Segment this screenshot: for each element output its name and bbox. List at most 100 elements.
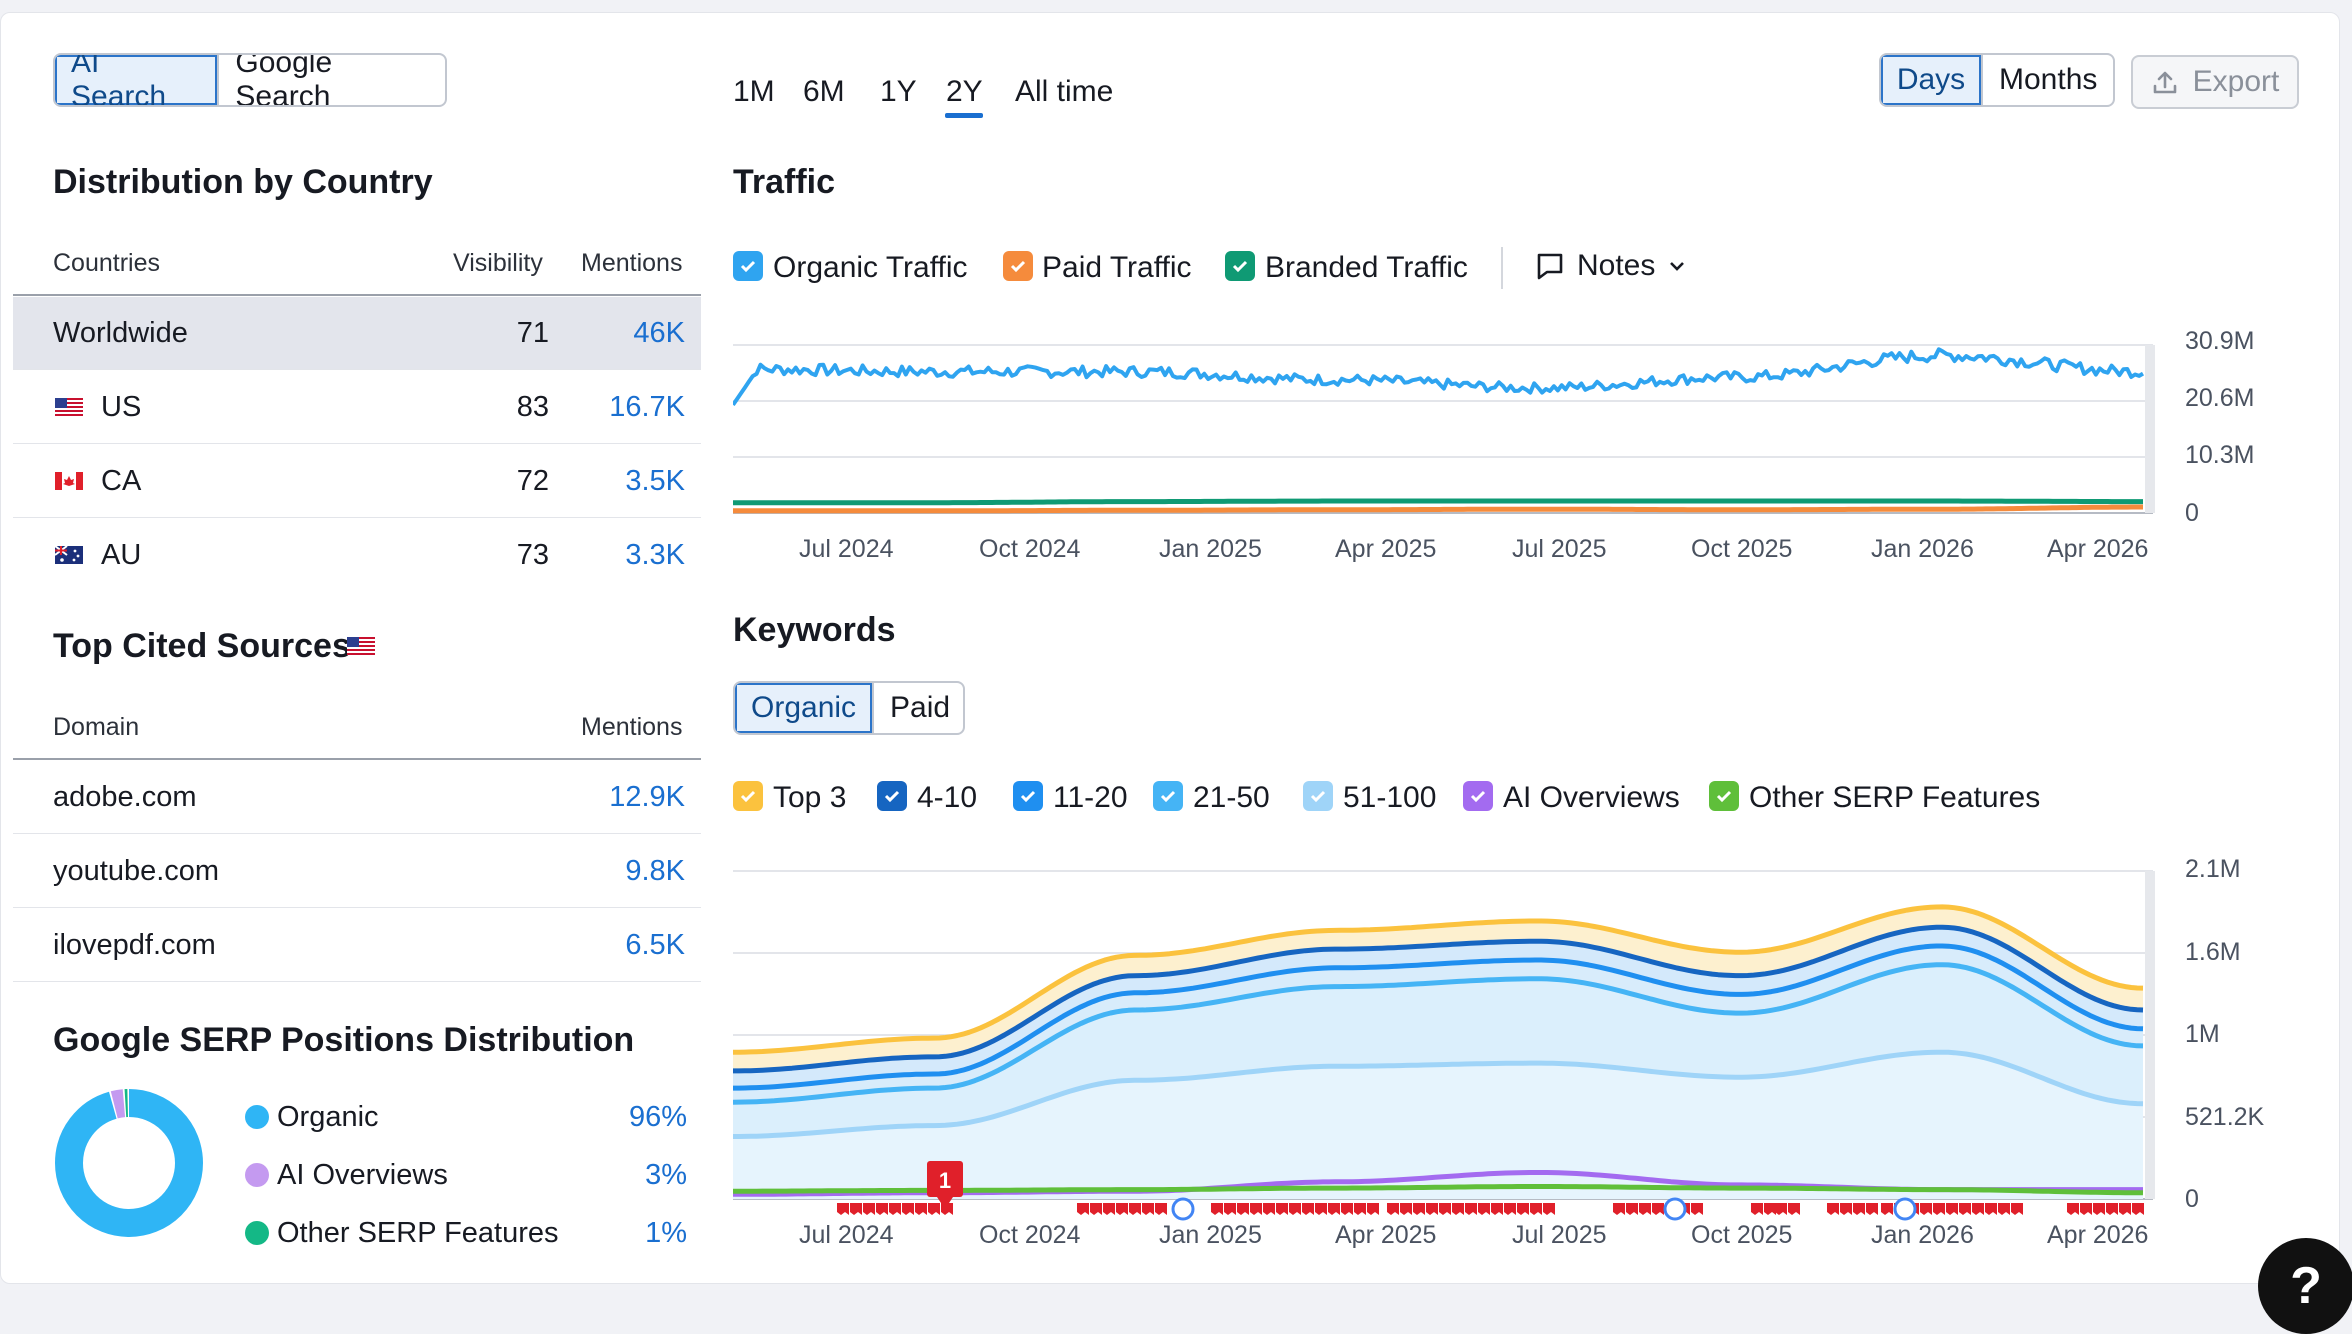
note-marker[interactable] [1691,1203,1703,1215]
note-marker[interactable] [1985,1203,1997,1215]
note-marker[interactable] [902,1203,914,1215]
traffic-series-branded-traffic[interactable] [733,498,2143,506]
note-marker[interactable] [1866,1203,1878,1215]
google-update-icon[interactable] [1663,1197,1687,1221]
note-marker[interactable] [2093,1203,2105,1215]
source-mentions[interactable]: 9.8K [625,855,685,887]
note-marker[interactable] [1652,1203,1664,1215]
source-domain[interactable]: adobe.com [53,781,197,813]
note-marker[interactable] [2080,1203,2092,1215]
note-marker[interactable] [915,1203,927,1215]
keyword-legend-checkbox[interactable] [733,781,763,811]
note-marker[interactable] [1946,1203,1958,1215]
note-marker[interactable] [1129,1203,1141,1215]
note-marker[interactable] [1439,1203,1451,1215]
country-row-us[interactable]: US 83 16.7K [13,371,701,444]
traffic-series-organic-traffic[interactable] [733,347,2145,407]
note-marker[interactable] [850,1203,862,1215]
source-domain[interactable]: ilovepdf.com [53,929,216,961]
note-marker[interactable] [1224,1203,1236,1215]
note-marker[interactable] [1367,1203,1379,1215]
keyword-legend-checkbox[interactable] [1013,781,1043,811]
keyword-legend-checkbox[interactable] [1709,781,1739,811]
country-row-au[interactable]: AU 73 3.3K [13,519,701,592]
note-marker[interactable] [1426,1203,1438,1215]
note-marker[interactable] [1840,1203,1852,1215]
note-badge[interactable] [927,1161,963,1197]
note-marker[interactable] [1881,1203,1893,1215]
note-marker[interactable] [1530,1203,1542,1215]
help-button[interactable]: ? [2258,1238,2352,1334]
note-marker[interactable] [863,1203,875,1215]
branded-traffic-checkbox[interactable] [1225,251,1255,281]
keyword-legend-checkbox[interactable] [1463,781,1493,811]
country-row-ca[interactable]: CA 72 3.5K [13,445,701,518]
keywords-chart[interactable]: 1 [733,859,2173,1239]
note-marker[interactable] [1302,1203,1314,1215]
keyword-series-21-50[interactable] [733,962,2144,1105]
note-marker[interactable] [1452,1203,1464,1215]
keyword-legend-checkbox[interactable] [1303,781,1333,811]
note-marker[interactable] [1263,1203,1275,1215]
keyword-series-other-serp-features[interactable] [733,1184,2144,1196]
note-marker[interactable] [2106,1203,2118,1215]
organic-traffic-label[interactable]: Organic Traffic [773,251,968,284]
period-all-time[interactable]: All time [1015,75,1114,108]
source-mentions[interactable]: 6.5K [625,929,685,961]
period-6m[interactable]: 6M [803,75,845,108]
source-row[interactable]: youtube.com 9.8K [13,835,701,908]
note-marker[interactable] [2132,1203,2144,1215]
keyword-legend-label[interactable]: 4-10 [917,781,978,814]
google-update-icon[interactable] [1171,1197,1195,1221]
note-marker[interactable] [1116,1203,1128,1215]
note-marker[interactable] [1751,1203,1763,1215]
note-marker[interactable] [1077,1203,1089,1215]
keyword-legend-label[interactable]: AI Overviews [1503,781,1680,814]
note-marker[interactable] [1211,1203,1223,1215]
google-search-button[interactable]: Google Search [217,55,445,105]
keyword-legend-checkbox[interactable] [877,781,907,811]
keyword-legend-checkbox[interactable] [1153,781,1183,811]
note-marker[interactable] [1491,1203,1503,1215]
note-marker[interactable] [1543,1203,1555,1215]
note-marker[interactable] [1853,1203,1865,1215]
note-marker[interactable] [1276,1203,1288,1215]
note-marker[interactable] [837,1203,849,1215]
country-mentions[interactable]: 3.5K [625,465,685,497]
months-button[interactable]: Months [1981,55,2113,105]
note-marker[interactable] [1328,1203,1340,1215]
keyword-series-11-20[interactable] [733,943,2144,1091]
note-marker[interactable] [1400,1203,1412,1215]
note-marker[interactable] [1788,1203,1800,1215]
source-domain[interactable]: youtube.com [53,855,220,887]
google-update-icon[interactable] [1893,1197,1917,1221]
note-marker[interactable] [1504,1203,1516,1215]
note-marker[interactable] [1775,1203,1787,1215]
note-marker[interactable] [1289,1203,1301,1215]
country-row-worldwide[interactable]: Worldwide 71 46K [13,297,701,370]
note-marker[interactable] [1354,1203,1366,1215]
traffic-series-paid-traffic[interactable] [733,504,2143,514]
note-marker[interactable] [1639,1203,1651,1215]
note-marker[interactable] [1341,1203,1353,1215]
note-marker[interactable] [2011,1203,2023,1215]
note-marker[interactable] [1237,1203,1249,1215]
source-mentions[interactable]: 12.9K [609,781,685,813]
traffic-chart[interactable] [733,323,2173,529]
note-marker[interactable] [1920,1203,1932,1215]
note-marker[interactable] [876,1203,888,1215]
keyword-legend-label[interactable]: 11-20 [1053,781,1128,814]
note-marker[interactable] [2119,1203,2131,1215]
country-mentions[interactable]: 3.3K [625,539,685,571]
note-marker[interactable] [889,1203,901,1215]
organic-traffic-checkbox[interactable] [733,251,763,281]
keyword-series-51-100[interactable] [733,1049,2144,1139]
source-row[interactable]: ilovepdf.com 6.5K [13,909,701,982]
note-marker[interactable] [1959,1203,1971,1215]
source-row[interactable]: adobe.com 12.9K [13,761,701,834]
country-mentions[interactable]: 16.7K [609,391,685,423]
tab-organic[interactable]: Organic [735,683,873,733]
note-marker[interactable] [1478,1203,1490,1215]
keyword-legend-label[interactable]: Other SERP Features [1749,781,2041,814]
keyword-series-top-3[interactable] [733,904,2144,1055]
